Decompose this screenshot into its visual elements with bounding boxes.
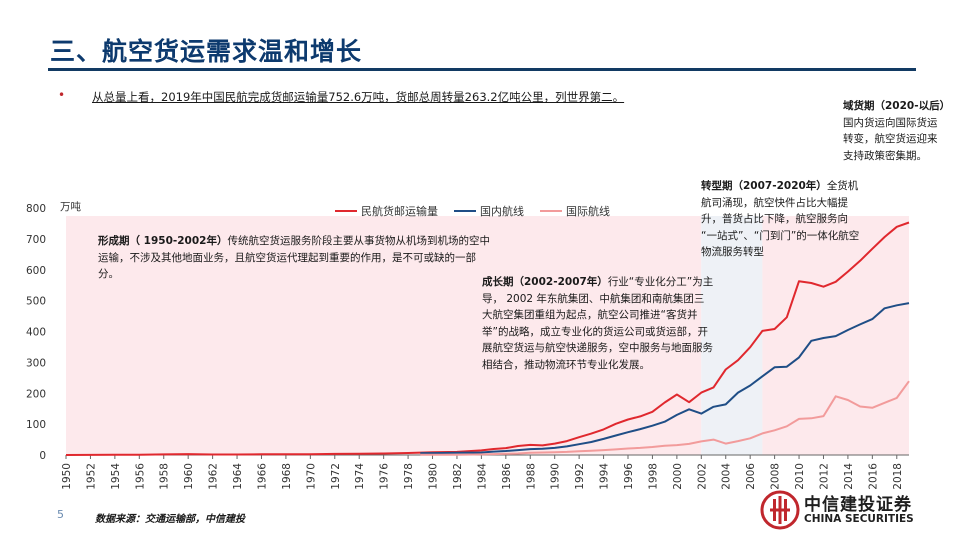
y-tick-label: 500 — [26, 296, 46, 308]
note-transition-body: 全货机航司涌现，航空快件占比大幅提升，普货占比下降，航空服务向 “一站式”、“门… — [701, 180, 860, 258]
title-divider — [48, 68, 916, 71]
y-axis-unit-label: 万吨 — [60, 200, 81, 213]
x-tick-label: 1990 — [550, 463, 562, 490]
y-tick-label: 0 — [39, 450, 46, 462]
x-tick-label: 2002 — [696, 463, 708, 490]
note-outbound-body: 国内货运向国际货运转变，航空货运迎来支持政策密集期。 — [843, 116, 938, 162]
note-transition-title: 转型期（2007-2020年） — [701, 180, 827, 192]
logo-text-en: CHINA SECURITIES — [804, 513, 914, 525]
period-bands — [66, 216, 909, 455]
x-tick-label: 1992 — [574, 463, 586, 490]
y-tick-label: 700 — [26, 234, 46, 246]
series-line-1 — [420, 302, 910, 455]
x-tick-label: 1988 — [525, 463, 537, 490]
legend: 民航货邮运输量 国内航线 国际航线 — [335, 204, 610, 218]
page-title: 三、航空货运需求温和增长 — [50, 37, 363, 66]
x-tick-label: 1962 — [208, 463, 220, 490]
x-tick-label: 1966 — [256, 463, 268, 490]
logo-emblem-icon — [760, 490, 800, 530]
x-tick-label: 1956 — [134, 463, 146, 490]
y-tick-label: 100 — [26, 419, 46, 431]
x-tick-label: 1968 — [281, 463, 293, 490]
note-growth-title: 成长期（2002-2007年） — [482, 276, 608, 288]
note-formation-body: 传统航空货运服务阶段主要从事货物从机场到机场的空中运输，不涉及其他地面业务，且航… — [98, 235, 490, 280]
note-growth: 成长期（2002-2007年）行业“专业化分工”为主导， 2002 年东航集团、… — [482, 274, 714, 373]
x-tick-label: 2000 — [672, 463, 684, 490]
bullet-marker: • — [58, 88, 66, 102]
bullet-text: 从总量上看，2019年中国民航完成货邮运输量752.6万吨，货邮总周转量263.… — [92, 90, 625, 104]
y-tick-label: 600 — [26, 265, 46, 277]
x-tick-label: 2012 — [818, 463, 830, 490]
series-line-0 — [65, 221, 910, 456]
series-lines — [65, 221, 910, 456]
x-tick-label: 1980 — [428, 463, 440, 490]
note-growth-body: 行业“专业化分工”为主导， 2002 年东航集团、中航集团和南航集团三大航空集团… — [482, 276, 714, 371]
data-source: 数据来源：交通运输部，中信建投 — [95, 514, 245, 525]
note-outbound-title: 域货期（2020-以后） — [843, 100, 951, 112]
note-formation-title: 形成期（ 1950-2002年） — [98, 235, 228, 247]
y-tick-label: 300 — [26, 357, 46, 369]
x-tick-label: 1958 — [159, 463, 171, 490]
x-tick-label: 1986 — [501, 463, 513, 490]
x-axis-ticks: 1950 1952 1954 1956 1958 1960 1962 1964 1966 1968… — [61, 455, 904, 490]
x-tick-label: 1950 — [61, 463, 73, 490]
note-formation: 形成期（ 1950-2002年）传统航空货运服务阶段主要从事货物从机场到机场的空… — [98, 233, 490, 283]
y-tick-label: 800 — [26, 203, 46, 215]
x-tick-label: 2016 — [867, 463, 879, 490]
note-transition: 转型期（2007-2020年）全货机航司涌现，航空快件占比大幅提升，普货占比下降… — [701, 178, 863, 261]
note-outbound: 域货期（2020-以后） 国内货运向国际货运转变，航空货运迎来支持政策密集期。 — [843, 98, 950, 164]
x-tick-label: 2018 — [892, 463, 904, 490]
x-tick-label: 1964 — [232, 463, 244, 490]
x-tick-label: 1982 — [452, 463, 464, 490]
page-number: 5 — [57, 508, 64, 521]
x-tick-label: 2010 — [794, 463, 806, 490]
x-tick-label: 2004 — [721, 463, 733, 490]
x-tick-label: 1972 — [330, 463, 342, 490]
period-band-0 — [66, 216, 702, 455]
company-logo: 中信建投证券 CHINA SECURITIES — [760, 488, 918, 532]
y-tick-label: 200 — [26, 388, 46, 400]
x-tick-label: 2014 — [843, 463, 855, 490]
legend-label-1: 国内航线 — [480, 204, 524, 218]
period-band-1 — [701, 216, 763, 455]
x-tick-label: 1994 — [599, 463, 611, 490]
x-tick-label: 1984 — [476, 463, 488, 490]
legend-label-0: 民航货邮运输量 — [361, 204, 438, 218]
x-tick-label: 1976 — [379, 463, 391, 490]
series-line-2 — [420, 380, 910, 456]
x-tick-label: 1970 — [305, 463, 317, 490]
x-tick-label: 1998 — [647, 463, 659, 490]
logo-text-cn: 中信建投证券 — [804, 495, 912, 515]
y-tick-label: 400 — [26, 327, 46, 339]
x-tick-label: 1954 — [110, 463, 122, 490]
x-tick-label: 1996 — [623, 463, 635, 490]
x-tick-label: 1974 — [354, 463, 366, 490]
x-tick-label: 2006 — [745, 463, 757, 490]
x-tick-label: 1960 — [183, 463, 195, 490]
legend-label-2: 国际航线 — [566, 204, 610, 218]
x-tick-label: 2008 — [770, 463, 782, 490]
x-tick-label: 1952 — [85, 463, 97, 490]
x-tick-label: 1978 — [403, 463, 415, 490]
